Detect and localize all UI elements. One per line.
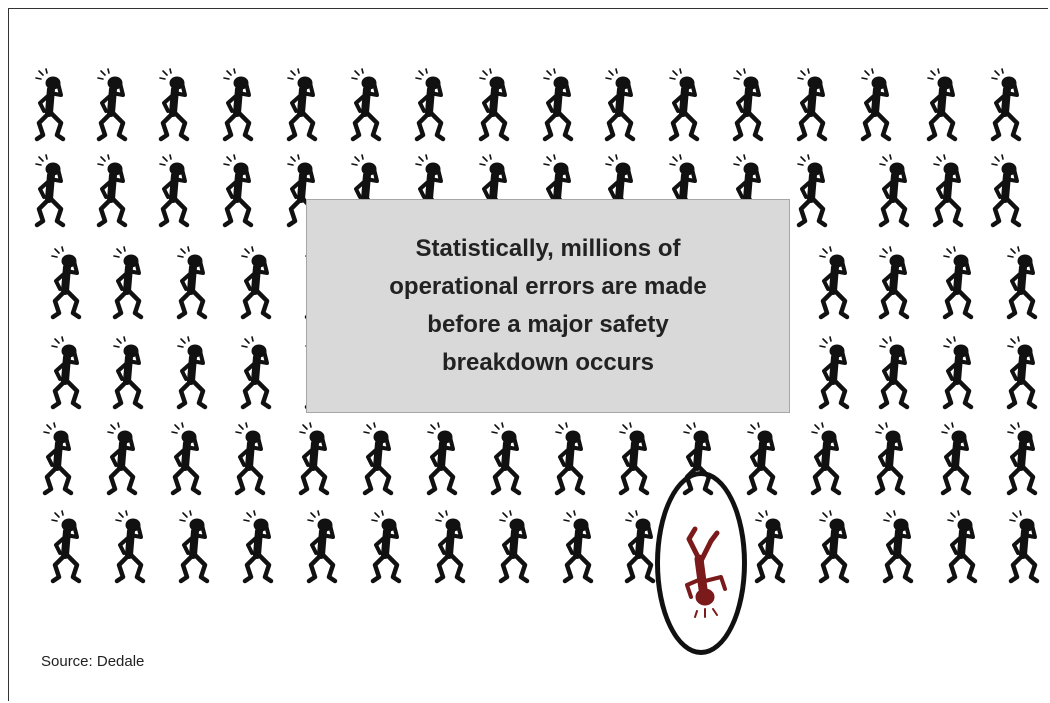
crowd-figure-icon (286, 154, 318, 228)
crowd-figure-icon (170, 422, 202, 496)
crowd-figure-icon (604, 68, 636, 142)
crowd-figure-icon (1008, 510, 1040, 584)
crowd-figure-icon (426, 422, 458, 496)
crowd-figure-icon (498, 510, 530, 584)
crowd-figure-icon (234, 422, 266, 496)
crowd-of-figures (9, 9, 1048, 701)
crowd-figure-icon (286, 68, 318, 142)
crowd-figure-icon (34, 154, 66, 228)
crowd-figure-icon (96, 68, 128, 142)
crowd-figure-icon (240, 336, 272, 410)
crowd-figure-icon (1006, 246, 1038, 320)
crowd-figure-icon (114, 510, 146, 584)
crowd-figure-icon (796, 154, 828, 228)
crowd-figure-icon (818, 336, 850, 410)
crowd-figure-icon (554, 422, 586, 496)
crowd-figure-icon (562, 510, 594, 584)
crowd-figure-icon (940, 422, 972, 496)
crowd-figure-icon (350, 68, 382, 142)
crowd-figure-icon (746, 422, 778, 496)
crowd-figure-icon (306, 510, 338, 584)
crowd-figure-icon (860, 68, 892, 142)
crowd-figure-icon (42, 422, 74, 496)
crowd-figure-icon (178, 510, 210, 584)
crowd-figure-icon (490, 422, 522, 496)
crowd-figure-icon (926, 68, 958, 142)
crowd-figure-icon (34, 68, 66, 142)
crowd-figure-icon (1006, 336, 1038, 410)
crowd-figure-icon (542, 68, 574, 142)
crowd-figure-icon (990, 68, 1022, 142)
crowd-figure-icon (106, 422, 138, 496)
crowd-figure-icon (946, 510, 978, 584)
source-caption: Source: Dedale (41, 653, 145, 670)
highlight-circle (655, 471, 747, 655)
crowd-figure-icon (796, 68, 828, 142)
crowd-figure-icon (240, 246, 272, 320)
fallen-figure-icon (685, 526, 727, 618)
crowd-figure-icon (478, 68, 510, 142)
crowd-figure-icon (50, 336, 82, 410)
crowd-figure-icon (668, 68, 700, 142)
crowd-figure-icon (818, 246, 850, 320)
crowd-figure-icon (732, 68, 764, 142)
crowd-figure-icon (112, 336, 144, 410)
crowd-figure-icon (932, 154, 964, 228)
crowd-figure-icon (942, 336, 974, 410)
crowd-figure-icon (878, 154, 910, 228)
slide: Statistically, millions of operational e… (8, 8, 1048, 701)
crowd-figure-icon (434, 510, 466, 584)
crowd-figure-icon (878, 336, 910, 410)
crowd-figure-icon (158, 68, 190, 142)
crowd-figure-icon (754, 510, 786, 584)
crowd-figure-icon (242, 510, 274, 584)
crowd-figure-icon (370, 510, 402, 584)
callout-text: Statistically, millions of operational e… (389, 235, 707, 376)
crowd-figure-icon (942, 246, 974, 320)
crowd-figure-icon (112, 246, 144, 320)
crowd-figure-icon (176, 246, 208, 320)
crowd-figure-icon (96, 154, 128, 228)
crowd-figure-icon (878, 246, 910, 320)
crowd-figure-icon (414, 68, 446, 142)
callout-box: Statistically, millions of operational e… (306, 199, 790, 413)
crowd-figure-icon (298, 422, 330, 496)
crowd-figure-icon (874, 422, 906, 496)
crowd-figure-icon (818, 510, 850, 584)
crowd-figure-icon (624, 510, 656, 584)
crowd-figure-icon (618, 422, 650, 496)
crowd-figure-icon (1006, 422, 1038, 496)
crowd-figure-icon (176, 336, 208, 410)
crowd-figure-icon (50, 510, 82, 584)
crowd-figure-icon (222, 154, 254, 228)
crowd-figure-icon (810, 422, 842, 496)
crowd-figure-icon (990, 154, 1022, 228)
crowd-figure-icon (882, 510, 914, 584)
crowd-figure-icon (362, 422, 394, 496)
crowd-figure-icon (158, 154, 190, 228)
crowd-figure-icon (50, 246, 82, 320)
crowd-figure-icon (222, 68, 254, 142)
